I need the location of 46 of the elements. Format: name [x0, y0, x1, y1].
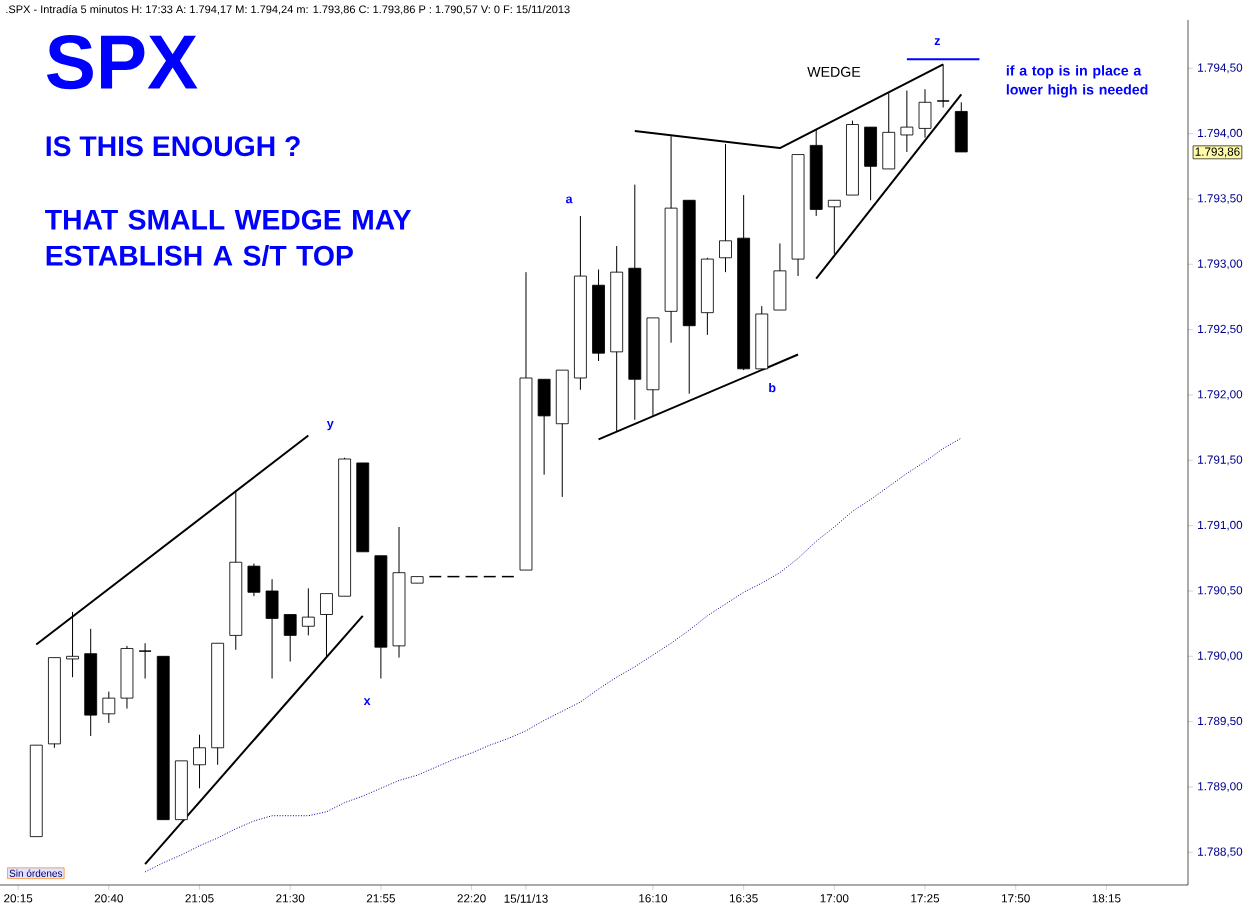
y-tick-label: 1.794,00 [1198, 128, 1243, 139]
annotation: if a top is in place a lower high is needed [1006, 65, 1148, 98]
y-tick-label: 1.788,50 [1198, 847, 1243, 858]
candlestick [138, 642, 152, 680]
annotation: Sin órdenes [9, 869, 63, 877]
x-tick-label: 17:25 [911, 894, 940, 903]
annotation: b [769, 383, 776, 393]
annotation: THAT SMALL WEDGE MAY ESTABLISH A S/T TOP [45, 209, 412, 267]
candlestick [283, 614, 297, 663]
annotation: SPX [46, 34, 198, 90]
x-tick-label: 21:55 [366, 894, 395, 903]
x-tick-label: 22:20 [457, 894, 486, 903]
y-tick-label: 1.789,50 [1198, 716, 1243, 727]
y-tick-label: 1.793,00 [1198, 259, 1243, 270]
y-tick-label: 1.794,50 [1198, 63, 1243, 74]
y-tick-label: 1.793,50 [1198, 194, 1243, 204]
x-tick-label: 21:30 [276, 894, 305, 903]
x-tick-label: 20:15 [4, 894, 33, 903]
annotation: z [934, 38, 941, 45]
annotation: WEDGE [807, 66, 861, 77]
annotation: a [565, 196, 573, 204]
x-tick-label: 17:50 [1001, 894, 1030, 903]
candlestick [102, 691, 116, 724]
annotation: y [326, 421, 334, 431]
y-tick-label: 1.791,00 [1198, 520, 1243, 531]
candlestick [827, 199, 841, 255]
x-tick-label: 18:15 [1092, 894, 1121, 903]
x-tick-label: 21:05 [185, 894, 214, 903]
candlestick [301, 587, 315, 636]
x-tick-label: 16:35 [729, 894, 758, 903]
candlestick [900, 90, 914, 153]
y-tick-label: 1.789,00 [1198, 782, 1243, 792]
chart-title: .SPX - Intradía 5 minutos H: 17:33 A: 1.794,17 M: 1.794,24 m: 1.793,86 C: 1.793,86 P : 1.790,57 V: 0 F: 15/11/2013 [6, 4, 570, 15]
candlestick [193, 734, 206, 789]
x-tick-label: 20:40 [94, 894, 123, 903]
text: 1.793,86 [1195, 147, 1240, 158]
annotation: IS THIS ENOUGH ? [46, 136, 300, 157]
y-tick-label: 1.792,50 [1198, 324, 1243, 335]
y-tick-label: 1.791,50 [1198, 455, 1243, 466]
x-tick-label: 16:10 [639, 894, 668, 903]
x-tick-label: 17:00 [820, 894, 849, 903]
y-tick-label: 1.790,00 [1198, 651, 1243, 662]
y-tick-label: 1.792,00 [1198, 390, 1243, 400]
y-tick-label: 1.790,50 [1198, 586, 1243, 596]
x-tick-label: 15/11/13 [504, 894, 548, 903]
annotation: x [363, 698, 371, 705]
